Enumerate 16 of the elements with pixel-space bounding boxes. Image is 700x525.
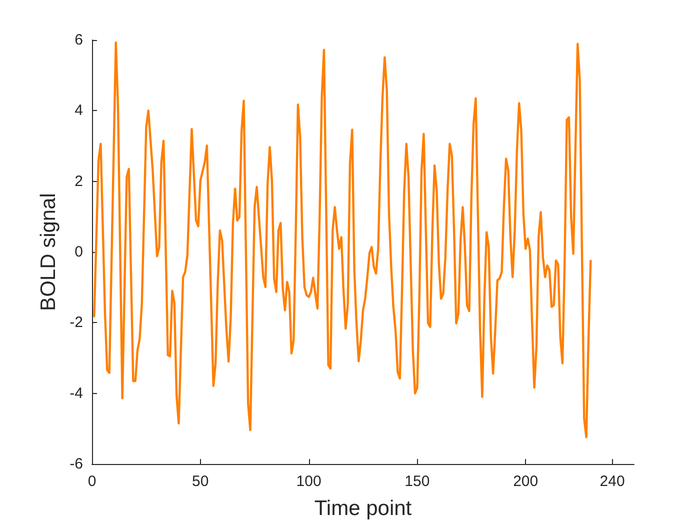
x-tick-label: 240 bbox=[600, 473, 625, 490]
line-series bbox=[93, 41, 592, 438]
y-tick-label: -4 bbox=[70, 384, 83, 402]
x-tick-label: 50 bbox=[192, 473, 209, 490]
x-tick-label: 100 bbox=[296, 473, 322, 490]
y-tick-label: 4 bbox=[74, 102, 83, 120]
x-tick-label: 200 bbox=[513, 473, 538, 490]
y-tick-label: -6 bbox=[70, 456, 83, 472]
y-tick-label: 2 bbox=[74, 172, 83, 190]
x-tick-label: 0 bbox=[88, 473, 96, 490]
x-axis-title: Time point bbox=[314, 497, 412, 520]
x-tick-label: 150 bbox=[404, 473, 430, 490]
y-tick-label: -2 bbox=[70, 314, 83, 332]
y-tick-label: 6 bbox=[74, 32, 83, 48]
y-axis-title: BOLD signal bbox=[36, 193, 60, 311]
y-tick-label: 0 bbox=[74, 244, 83, 260]
